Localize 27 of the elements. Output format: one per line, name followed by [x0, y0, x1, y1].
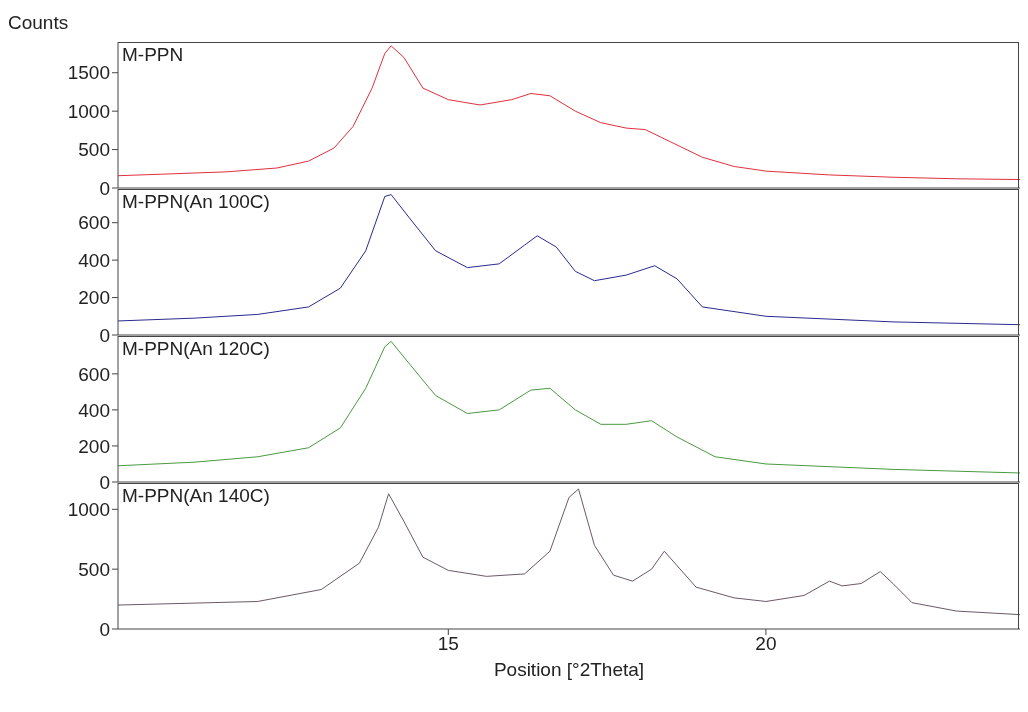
line-series: [118, 340, 1020, 474]
y-tick-label: 0: [99, 324, 110, 346]
text: M-PPN(An 100C): [122, 191, 270, 213]
line-series: [118, 488, 1020, 616]
y-tick-label: 0: [99, 618, 110, 640]
x-tick-label: 20: [755, 633, 777, 655]
line-series: [118, 194, 1020, 326]
y-tick-label: 1000: [67, 100, 110, 122]
y-tick-label: 200: [78, 435, 110, 457]
y-tick-label: 400: [78, 399, 110, 421]
y-tick-label: 1000: [67, 499, 110, 521]
y-axis-title: Counts: [8, 11, 70, 35]
x-axis-title: Position [°2Theta]: [492, 659, 646, 681]
y-tick-label: 600: [78, 363, 110, 385]
y-tick-label: 500: [78, 558, 110, 580]
text: M-PPN: [122, 44, 184, 66]
y-tick-label: 500: [78, 139, 110, 161]
y-tick-label: 0: [99, 177, 110, 199]
y-tick-label: 400: [78, 249, 110, 271]
y-tick-label: 0: [99, 471, 110, 493]
y-tick-label: 200: [78, 287, 110, 309]
text: M-PPN(An 120C): [122, 338, 270, 360]
line-series: [118, 45, 1020, 181]
text: M-PPN(An 140C): [122, 485, 270, 507]
y-tick-label: 1500: [67, 62, 110, 84]
x-tick-label: 15: [437, 633, 459, 655]
y-tick-label: 600: [78, 212, 110, 234]
